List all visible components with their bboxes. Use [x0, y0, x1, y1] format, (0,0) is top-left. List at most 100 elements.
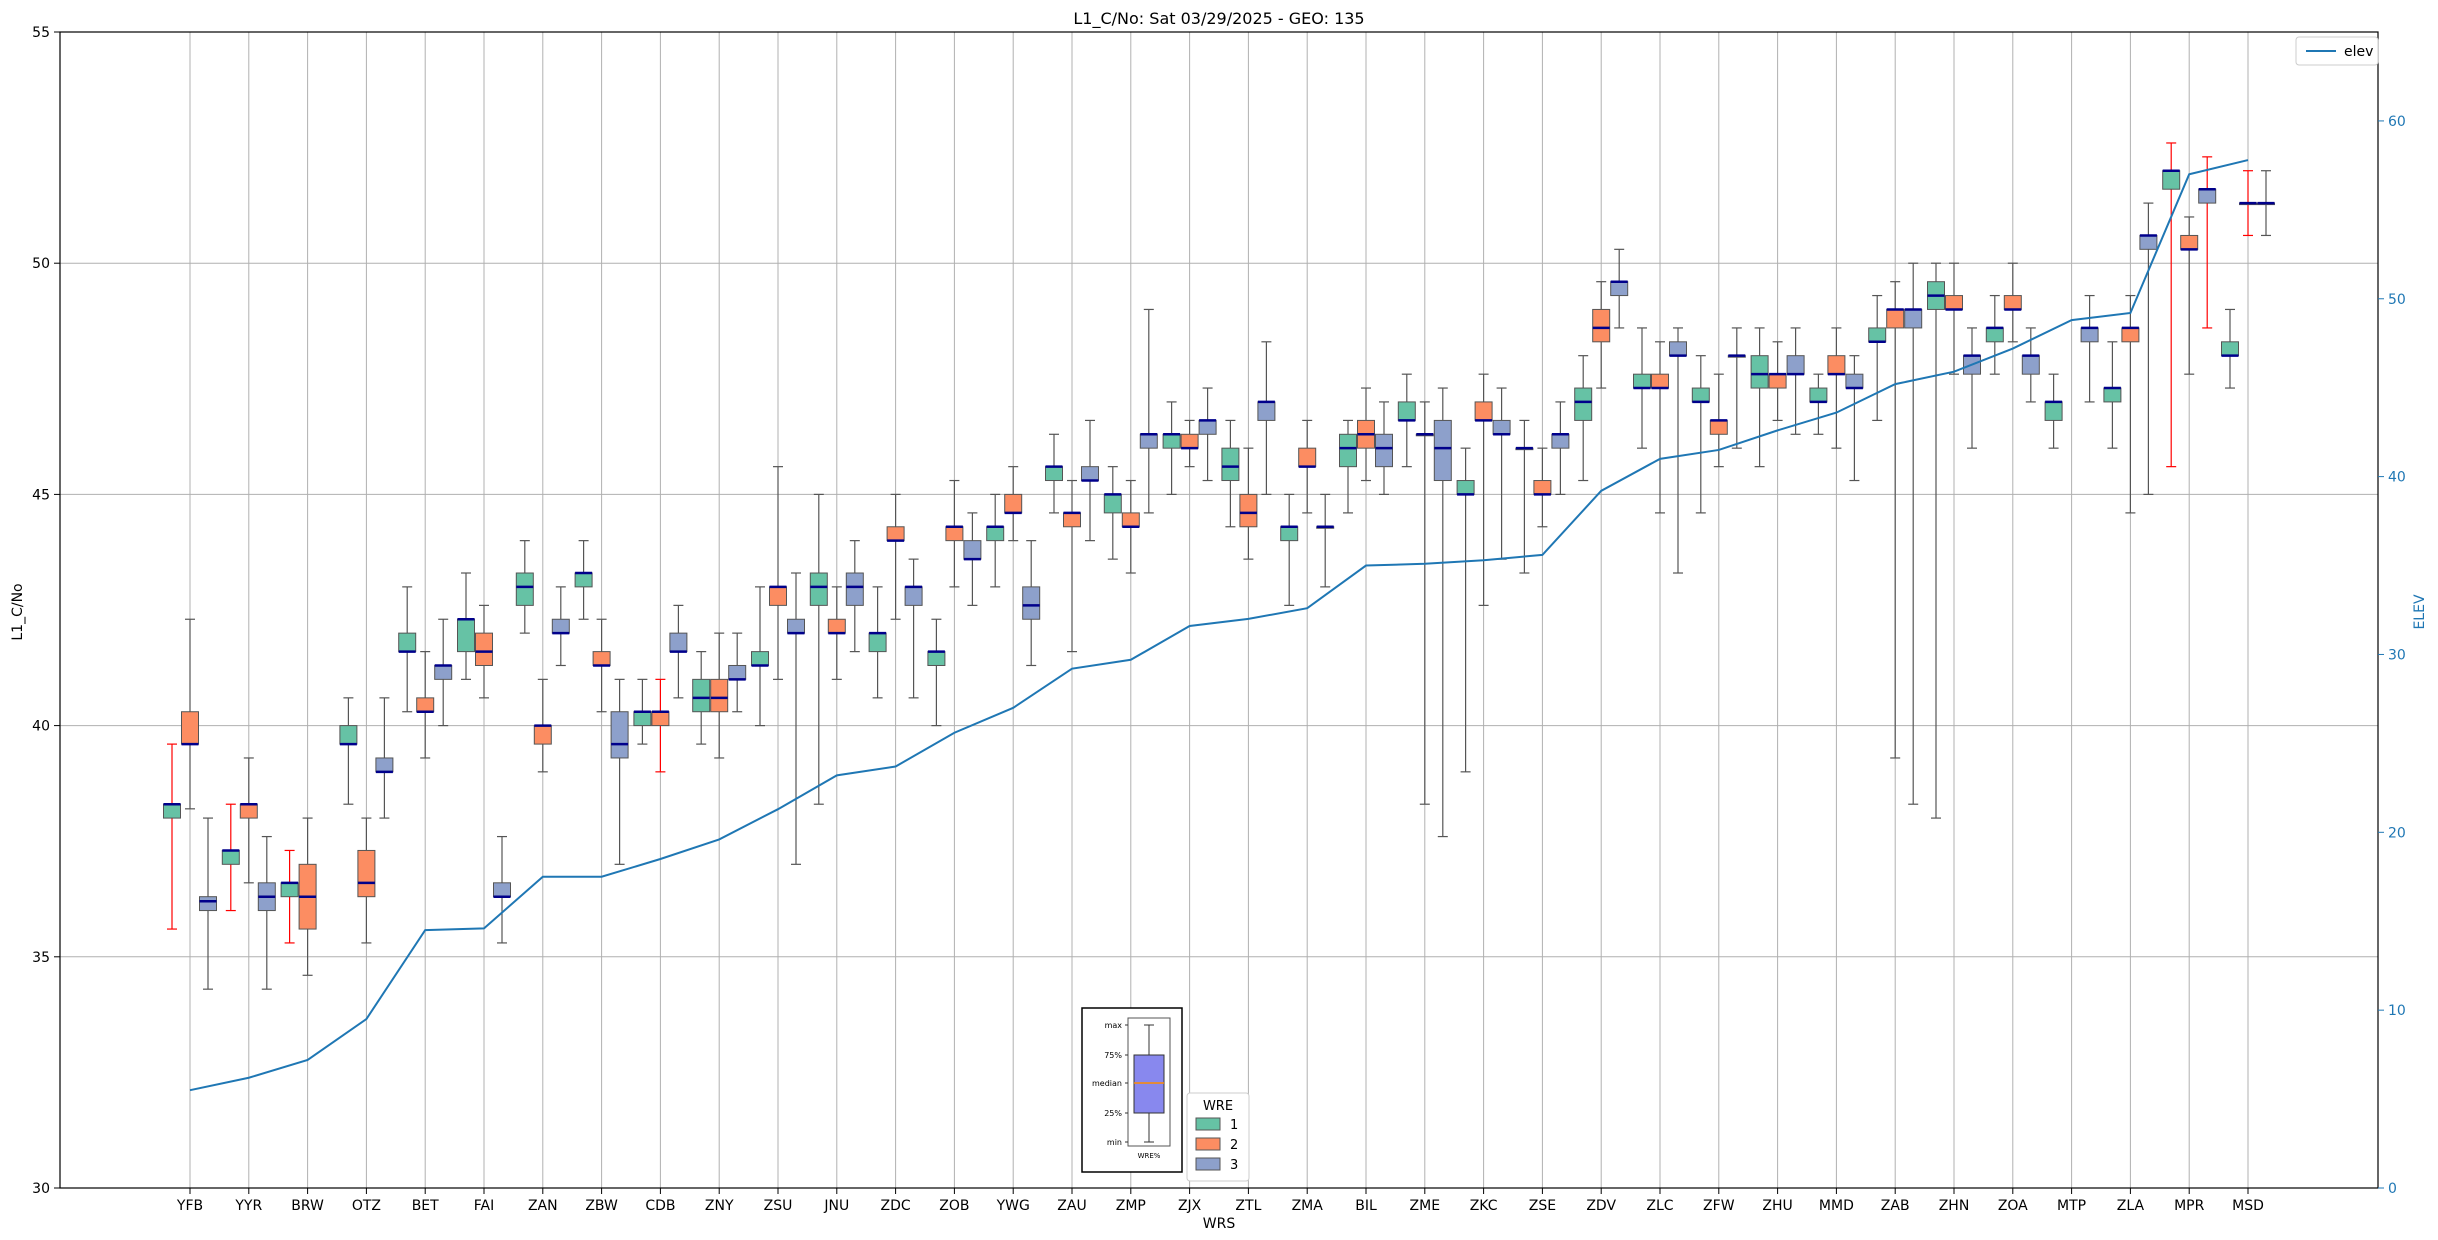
x-tick-label: MSD [2232, 1198, 2264, 1214]
box-zbw-wre3 [610, 678, 629, 865]
box-bet-wre2 [416, 651, 435, 759]
legend-wre-title: WRE [1203, 1099, 1233, 1114]
box-body [1397, 401, 1416, 421]
y-tick-label: 45 [32, 487, 50, 503]
box-body [669, 632, 688, 653]
box-body [221, 849, 240, 865]
box-body [1651, 373, 1669, 389]
box-yyr-wre2 [239, 757, 258, 884]
legend-wre-label: 2 [1230, 1138, 1238, 1153]
box-body [1886, 308, 1905, 329]
box-body [398, 632, 417, 653]
x-tick-label: ZOA [1998, 1198, 2028, 1214]
box-cdb-wre2 [651, 678, 670, 773]
box-body [434, 664, 453, 680]
box-body [986, 526, 1005, 542]
key-label: max [1105, 1021, 1123, 1030]
box-key-inset: max 75% median 25% min WRE% [1081, 1007, 1183, 1173]
box-zkc-wre2 [1474, 373, 1493, 606]
key-label: median [1092, 1079, 1122, 1088]
box-body [886, 526, 905, 542]
box-zlc-wre2 [1651, 341, 1669, 514]
x-tick-label: ZME [1410, 1198, 1441, 1214]
box-zdc-wre3 [904, 558, 923, 699]
box-yfb-wre1 [163, 743, 181, 930]
box-zse-wre3 [1551, 401, 1570, 495]
box-body [2139, 234, 2158, 250]
box-zla-wre3 [2139, 202, 2158, 495]
box-body [375, 757, 394, 773]
box-zau-wre2 [1063, 479, 1081, 653]
box-bil-wre2 [1357, 387, 1375, 482]
y-tick-label: 35 [32, 950, 50, 966]
box-zdv-wre1 [1574, 355, 1593, 482]
box-otz-wre1 [339, 697, 358, 805]
key-label: min [1107, 1138, 1122, 1147]
x-tick-label: MTP [2057, 1198, 2086, 1214]
box-zmp-wre1 [1103, 466, 1122, 560]
box-zhn-wre2 [1945, 262, 1963, 375]
box-body [904, 586, 923, 606]
box-mtp-wre1 [2044, 373, 2063, 449]
box-body [339, 725, 358, 745]
box-zan-wre2 [533, 678, 552, 773]
box-zan-wre3 [551, 586, 570, 667]
y2-tick-label: 20 [2388, 825, 2406, 841]
box-zob-wre2 [945, 479, 964, 588]
box-zob-wre1 [927, 618, 946, 727]
axes: 30 35 40 45 50 55 0 10 20 30 40 50 60 YFB YYR BRW OTZ BET… [32, 25, 2406, 1214]
box-mmd-wre3 [1845, 355, 1864, 482]
box-body [1375, 433, 1393, 468]
box-zma-wre2 [1298, 419, 1317, 514]
box-body [2021, 355, 2040, 375]
box-body [199, 896, 217, 912]
box-zan-wre1 [515, 540, 534, 634]
box-zoa-wre2 [2003, 262, 2022, 343]
x-tick-label: ZMA [1292, 1198, 1324, 1214]
box-jnu-wre1 [809, 493, 828, 805]
box-zma-wre3 [1316, 493, 1335, 588]
box-body [163, 803, 181, 819]
box-zlc-wre3 [1669, 327, 1687, 574]
box-body [1533, 480, 1552, 495]
box-mpr-wre3 [2198, 156, 2217, 329]
box-cdb-wre3 [669, 604, 688, 699]
box-body [181, 711, 199, 745]
box-ywg-wre3 [1022, 540, 1041, 667]
y-axis-label: L1_C/No [10, 583, 26, 640]
box-body [1239, 493, 1258, 528]
box-brw-wre2 [298, 817, 317, 976]
box-body [610, 711, 629, 759]
key-caption: WRE% [1138, 1152, 1161, 1160]
box-zfw-wre2 [1709, 373, 1728, 468]
legend-wre-swatch [1195, 1137, 1221, 1151]
box-fai-wre2 [475, 604, 493, 699]
box-body [1750, 355, 1769, 389]
box-body [457, 618, 475, 653]
x-tick-label: ZBW [585, 1198, 618, 1214]
box-yfb-wre2 [181, 618, 199, 810]
box-body [1786, 355, 1805, 375]
box-body [927, 651, 946, 666]
box-body [1868, 327, 1887, 343]
y2-tick-label: 30 [2388, 647, 2406, 663]
box-body [1004, 493, 1023, 514]
box-zse-wre1 [1515, 419, 1534, 574]
box-body [827, 618, 846, 634]
box-zjx-wre3 [1198, 387, 1217, 482]
y2-tick-label: 50 [2388, 292, 2406, 308]
box-zjx-wre1 [1162, 401, 1181, 495]
box-zny-wre1 [692, 651, 711, 745]
box-body [239, 803, 258, 819]
box-zlc-wre1 [1633, 327, 1651, 449]
x-tick-label: FAI [474, 1198, 494, 1214]
x-tick-label: ZAN [528, 1198, 558, 1214]
box-body [1433, 419, 1452, 482]
y2-axis-label: ELEV [2412, 594, 2428, 629]
box-fai-wre1 [457, 572, 475, 680]
box-body [1022, 586, 1041, 620]
box-cdb-wre1 [633, 678, 652, 745]
box-body [1709, 419, 1728, 435]
box-jnu-wre2 [827, 586, 846, 680]
box-body [1492, 419, 1511, 435]
